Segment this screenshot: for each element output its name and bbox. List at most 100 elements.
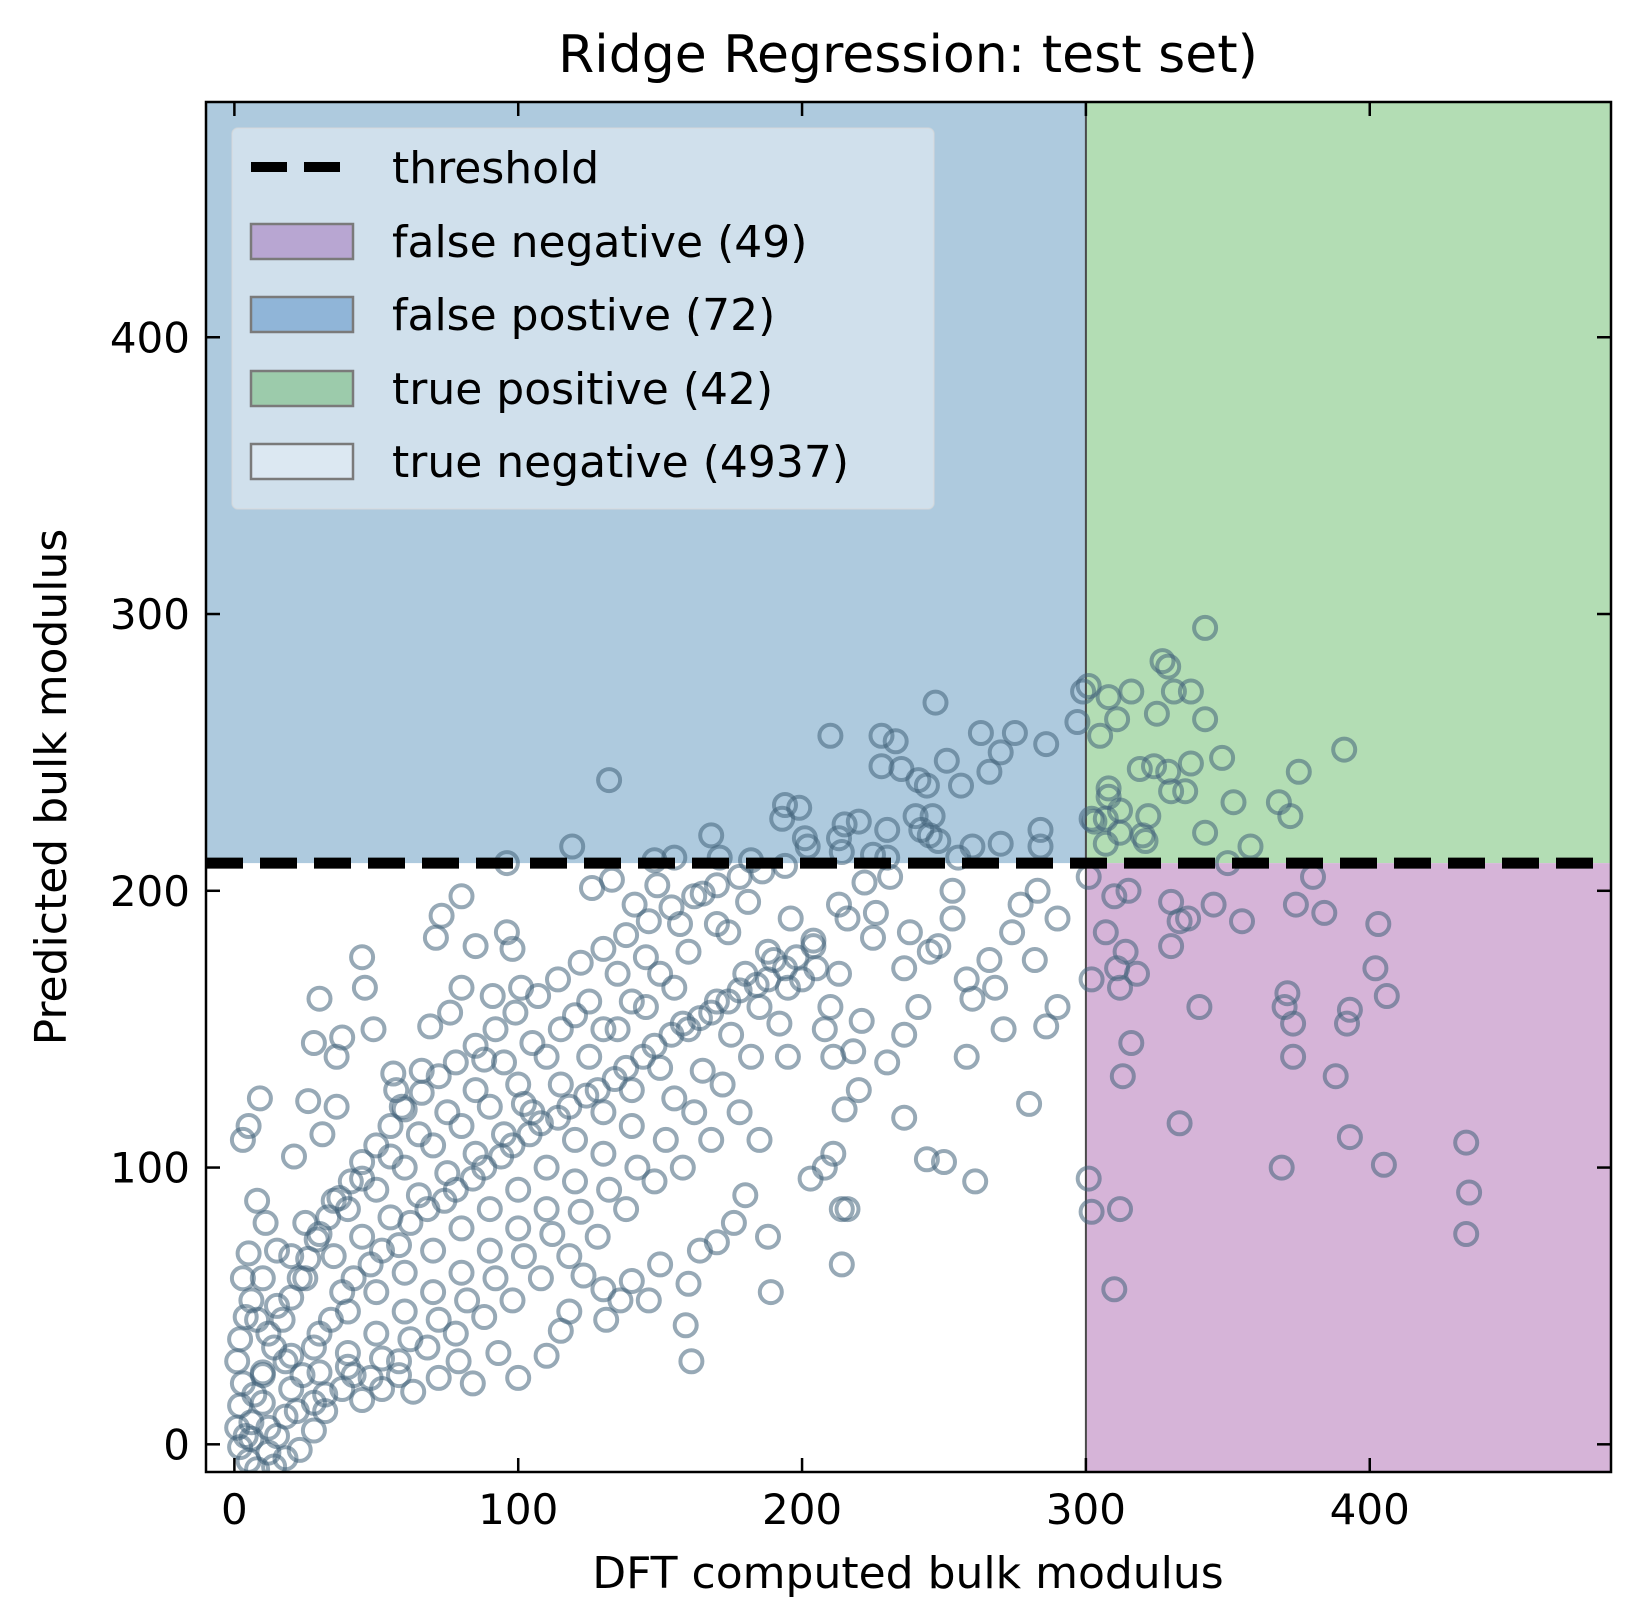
data-point	[1166, 1110, 1193, 1137]
data-point	[349, 1223, 376, 1250]
data-point	[505, 1176, 532, 1203]
data-point	[363, 1320, 390, 1347]
data-point	[278, 1376, 305, 1402]
data-point	[300, 1417, 327, 1444]
data-point	[357, 1364, 384, 1391]
data-point	[227, 1326, 254, 1353]
data-point	[669, 1154, 696, 1181]
data-point	[567, 1198, 594, 1225]
data-point	[547, 1016, 574, 1043]
data-point	[826, 960, 852, 987]
data-point	[351, 974, 378, 1001]
data-point	[987, 830, 1014, 857]
y-axis-label: Predicted bulk modulus	[26, 529, 77, 1046]
data-point	[1160, 678, 1187, 705]
data-point	[533, 1342, 560, 1369]
data-point	[891, 1104, 918, 1131]
data-point	[1192, 706, 1219, 733]
data-point	[422, 924, 449, 951]
data-point	[320, 1187, 347, 1214]
data-point	[562, 1002, 588, 1029]
data-point	[272, 1348, 299, 1375]
data-point	[1149, 648, 1176, 675]
data-point	[916, 938, 943, 965]
data-point	[862, 899, 889, 926]
data-point	[437, 999, 464, 1026]
data-point	[448, 1259, 475, 1286]
data-point	[632, 994, 659, 1020]
data-point	[686, 1237, 713, 1264]
data-point	[434, 1099, 461, 1126]
data-point	[652, 1126, 679, 1153]
data-point	[1118, 1030, 1145, 1056]
data-point	[249, 1389, 276, 1416]
data-point	[766, 1010, 793, 1037]
data-point	[391, 1096, 418, 1123]
data-point	[590, 935, 617, 962]
data-point	[261, 1453, 288, 1472]
data-point	[306, 985, 333, 1012]
y-tick-label: 100	[110, 1144, 190, 1193]
data-point	[1078, 805, 1105, 832]
data-point	[962, 1168, 989, 1195]
data-point	[349, 1165, 376, 1192]
data-point	[482, 1016, 509, 1043]
data-point	[1280, 1010, 1307, 1037]
data-point	[1101, 883, 1128, 910]
data-point	[1158, 933, 1185, 960]
data-point	[840, 1038, 867, 1065]
scatter-points	[224, 614, 1483, 1472]
data-point	[675, 938, 702, 965]
data-point	[349, 944, 376, 971]
data-point	[448, 1215, 475, 1242]
data-point	[718, 1021, 745, 1048]
legend-true-negative-swatch	[249, 442, 355, 481]
data-point	[323, 1093, 350, 1120]
data-point	[661, 1085, 688, 1112]
legend-true-positive-swatch	[249, 369, 355, 408]
chart-title: Ridge Regression: test set)	[558, 25, 1258, 85]
true-positive-region	[1085, 102, 1611, 864]
data-point	[547, 1317, 574, 1344]
x-tick-label: 400	[1330, 1485, 1410, 1534]
data-point	[238, 1409, 265, 1436]
data-point	[990, 1016, 1017, 1043]
y-tick-label: 300	[110, 590, 190, 639]
data-point	[264, 1237, 290, 1264]
data-point	[300, 1334, 327, 1361]
legend-label-threshold: threshold	[392, 143, 599, 194]
data-point	[388, 1093, 415, 1120]
data-point	[320, 1243, 347, 1270]
data-point	[414, 1334, 441, 1361]
data-point	[397, 1209, 424, 1236]
data-point	[584, 1223, 611, 1250]
data-point	[380, 1060, 407, 1087]
data-point	[635, 1287, 662, 1314]
data-point	[755, 1223, 781, 1250]
data-point	[519, 1030, 546, 1056]
data-point	[525, 983, 552, 1009]
data-point	[278, 1342, 305, 1369]
data-point	[732, 1182, 759, 1209]
data-point	[720, 1209, 747, 1236]
data-point	[618, 1268, 645, 1294]
data-point	[891, 1021, 918, 1048]
data-point	[476, 1237, 503, 1264]
data-point	[510, 1243, 537, 1270]
data-point	[689, 880, 716, 907]
data-point	[391, 1298, 418, 1325]
data-point	[448, 1113, 475, 1139]
data-point	[1095, 684, 1122, 711]
data-point	[967, 720, 994, 746]
data-point	[1280, 1043, 1307, 1070]
data-point	[826, 825, 852, 852]
data-point	[604, 960, 631, 987]
data-point	[377, 1143, 404, 1170]
data-point	[1078, 1198, 1105, 1225]
data-point	[1192, 614, 1219, 641]
data-point	[1115, 877, 1142, 904]
data-point	[746, 994, 773, 1020]
data-point	[224, 1348, 251, 1375]
data-point	[774, 974, 801, 1001]
data-point	[545, 966, 571, 993]
